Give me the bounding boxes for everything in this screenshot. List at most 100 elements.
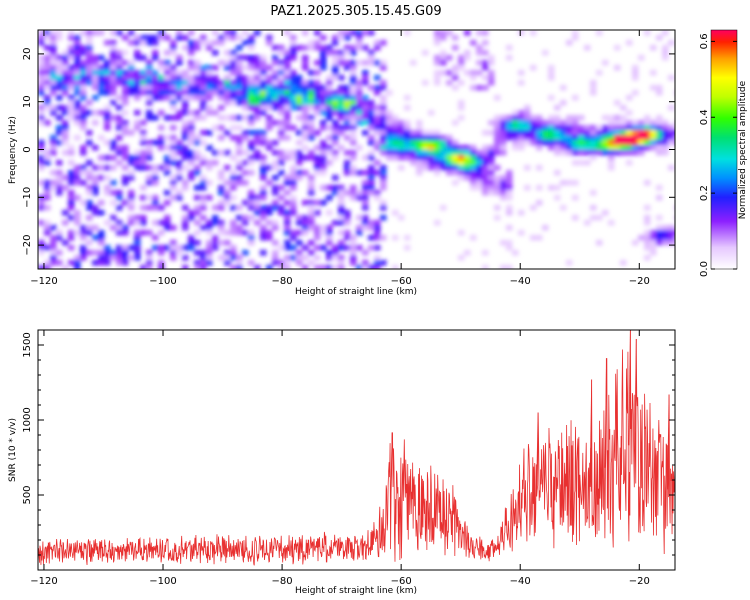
spectrogram-x-label: Height of straight line (km) <box>295 287 417 297</box>
heat-cell <box>182 225 189 231</box>
heat-cell <box>356 170 363 176</box>
heat-cell <box>44 225 51 231</box>
heat-cell <box>92 65 99 71</box>
heat-cell <box>338 260 345 266</box>
heat-cell <box>116 220 123 226</box>
heat-cell <box>638 140 645 146</box>
heat-cell <box>200 70 207 76</box>
heat-cell <box>368 115 375 121</box>
heat-cell <box>302 220 309 226</box>
heat-cell <box>584 145 591 151</box>
heat-cell <box>554 140 561 146</box>
heat-cell <box>314 60 321 66</box>
heat-cell <box>356 100 363 106</box>
heat-cell <box>218 60 225 66</box>
heat-cell <box>614 65 621 71</box>
heat-cell <box>68 175 75 181</box>
heat-cell <box>290 210 297 216</box>
heat-cell <box>482 155 489 161</box>
heat-cell <box>170 250 177 256</box>
heat-cell <box>194 115 201 121</box>
heat-cell <box>218 170 225 176</box>
heat-cell <box>386 110 393 116</box>
heat-cell <box>206 105 213 111</box>
heat-cell <box>62 110 69 116</box>
heat-cell <box>308 90 315 96</box>
heat-cell <box>470 175 477 181</box>
heat-cell <box>38 265 45 269</box>
heat-cell <box>314 165 321 171</box>
heat-cell <box>86 160 93 166</box>
heat-cell <box>248 240 255 246</box>
heat-cell <box>308 260 315 266</box>
heat-cell <box>164 215 171 221</box>
heat-cell <box>452 155 459 161</box>
heat-cell <box>110 90 117 96</box>
heat-cell <box>536 235 543 241</box>
heat-cell <box>206 180 213 186</box>
heat-cell <box>50 40 57 46</box>
heat-cell <box>368 120 375 126</box>
heat-cell <box>128 70 135 76</box>
heat-cell <box>326 90 333 96</box>
heat-cell <box>428 135 435 141</box>
heat-cell <box>524 185 531 191</box>
heat-cell <box>476 180 483 186</box>
heat-cell <box>572 160 579 166</box>
heat-cell <box>578 150 585 156</box>
heat-cell <box>284 225 291 231</box>
heat-cell <box>182 185 189 191</box>
heat-cell <box>218 220 225 226</box>
heat-cell <box>536 120 543 126</box>
heat-cell <box>314 40 321 46</box>
heat-cell <box>248 160 255 166</box>
heat-cell <box>92 80 99 86</box>
heat-cell <box>200 80 207 86</box>
heat-cell <box>548 120 555 126</box>
heat-cell <box>374 235 381 241</box>
heat-cell <box>554 120 561 126</box>
heat-cell <box>74 210 81 216</box>
heat-cell <box>248 105 255 111</box>
heat-cell <box>326 50 333 56</box>
heat-cell <box>488 155 495 161</box>
heat-cell <box>242 95 249 101</box>
heat-cell <box>116 115 123 121</box>
heat-cell <box>50 90 57 96</box>
heat-cell <box>296 230 303 236</box>
heat-cell <box>392 210 399 216</box>
heat-cell <box>344 85 351 91</box>
heat-cell <box>356 90 363 96</box>
heat-cell <box>416 125 423 131</box>
heat-cell <box>590 125 597 131</box>
heat-cell <box>584 45 591 51</box>
heat-cell <box>290 80 297 86</box>
heat-cell <box>176 150 183 156</box>
heat-cell <box>248 130 255 136</box>
heat-cell <box>194 205 201 211</box>
heat-cell <box>98 85 105 91</box>
heat-cell <box>236 95 243 101</box>
heat-cell <box>296 160 303 166</box>
heat-cell <box>80 125 87 131</box>
heat-cell <box>530 140 537 146</box>
heat-cell <box>380 60 387 66</box>
heat-cell <box>80 105 87 111</box>
heat-cell <box>224 255 231 261</box>
heat-cell <box>92 55 99 61</box>
heat-cell <box>344 60 351 66</box>
heat-cell <box>476 175 483 181</box>
heat-cell <box>110 75 117 81</box>
heat-cell <box>86 40 93 46</box>
heat-cell <box>254 55 261 61</box>
heat-cell <box>632 150 639 156</box>
heat-cell <box>188 245 195 251</box>
heat-cell <box>254 220 261 226</box>
heat-cell <box>164 70 171 76</box>
heat-cell <box>662 50 669 56</box>
heat-cell <box>44 160 51 166</box>
heat-cell <box>86 55 93 61</box>
heat-cell <box>650 235 657 241</box>
heat-cell <box>398 165 405 171</box>
heat-cell <box>494 185 501 191</box>
